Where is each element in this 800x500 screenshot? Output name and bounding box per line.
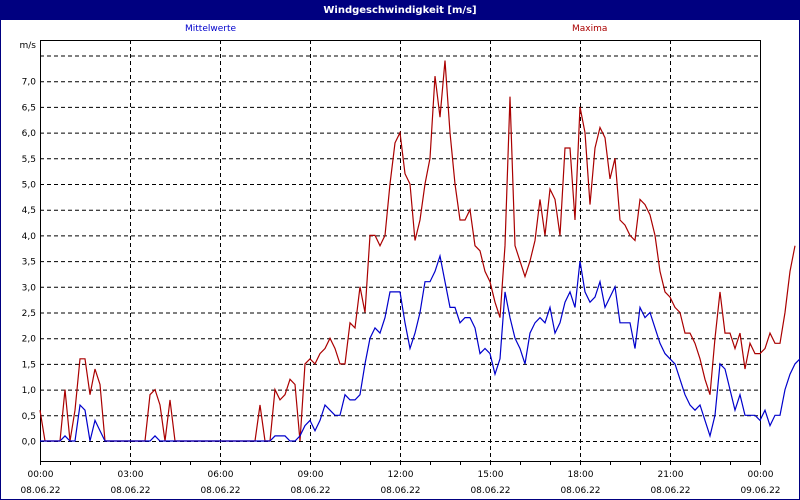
x-tick-date: 08.06.22 <box>560 486 600 496</box>
grid <box>40 40 761 465</box>
y-tick-label: 2,5 <box>22 309 36 319</box>
series-maxima <box>39 60 796 442</box>
y-unit-label: m/s <box>20 41 37 51</box>
window-title: Windgeschwindigkeit [m/s] <box>1 1 799 20</box>
x-tick-date: 09.06.22 <box>740 486 780 496</box>
y-tick-label: 2,0 <box>22 335 37 345</box>
y-tick-label: 0,0 <box>22 438 37 448</box>
y-tick-label: 0,5 <box>22 412 36 422</box>
x-tick-time: 06:00 <box>208 470 234 480</box>
x-tick-date: 08.06.22 <box>290 486 330 496</box>
y-tick-label: 3,0 <box>22 283 37 293</box>
y-tick-label: 6,5 <box>22 103 36 113</box>
x-tick-date: 08.06.22 <box>650 486 690 496</box>
x-tick-date: 08.06.22 <box>110 486 150 496</box>
x-tick-time: 18:00 <box>568 470 594 480</box>
x-tick-date: 08.06.22 <box>200 486 240 496</box>
x-tick-time: 21:00 <box>658 470 684 480</box>
x-tick-time: 15:00 <box>478 470 504 480</box>
legend-max: Maxima <box>572 24 608 34</box>
x-tick-date: 08.06.22 <box>470 486 510 496</box>
x-tick-time: 00:00 <box>748 470 774 480</box>
x-tick-date: 08.06.22 <box>20 486 60 496</box>
series-mittelwerte <box>40 253 800 442</box>
x-tick-time: 00:00 <box>28 470 54 480</box>
x-tick-time: 09:00 <box>298 470 324 480</box>
legend-mean: Mittelwerte <box>185 24 237 34</box>
y-tick-label: 6,0 <box>22 129 37 139</box>
y-tick-label: 1,5 <box>22 360 36 370</box>
x-tick-time: 03:00 <box>118 470 144 480</box>
y-tick-label: 3,5 <box>22 258 36 268</box>
y-tick-label: 7,0 <box>22 78 37 88</box>
y-tick-label: 4,5 <box>22 206 36 216</box>
y-tick-label: 1,0 <box>22 386 37 396</box>
y-tick-label: 5,5 <box>22 155 36 165</box>
y-tick-label: 5,0 <box>22 181 37 191</box>
x-tick-time: 12:00 <box>388 470 414 480</box>
x-tick-date: 08.06.22 <box>380 486 420 496</box>
y-tick-label: 4,0 <box>22 232 37 242</box>
plot-frame <box>40 40 761 462</box>
